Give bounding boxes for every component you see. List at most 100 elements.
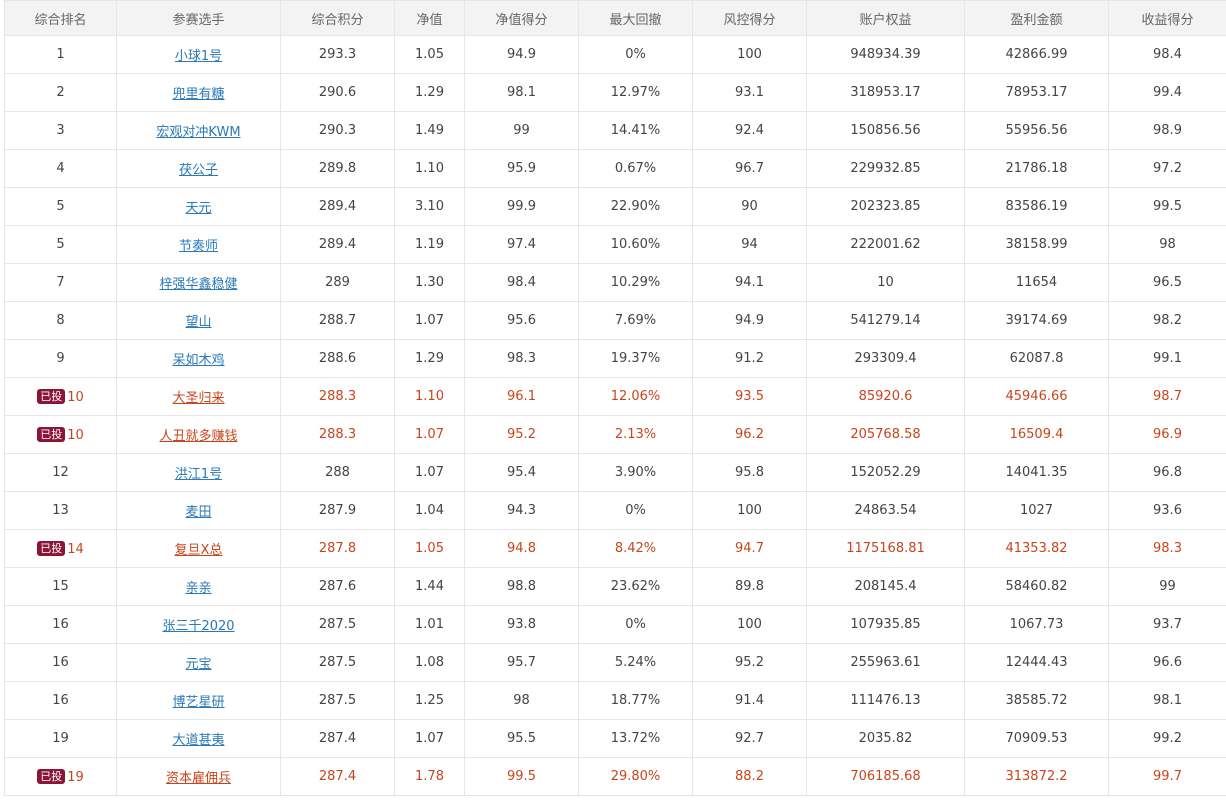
- drawdown-cell: 12.06%: [578, 377, 693, 416]
- nav-score-cell: 94.3: [464, 491, 579, 530]
- return-score-cell: 98.3: [1108, 529, 1226, 568]
- equity-cell: 208145.4: [806, 567, 965, 606]
- profit-cell: 58460.82: [964, 567, 1109, 606]
- header-return-score: 收益得分: [1108, 0, 1226, 36]
- table-row: 已投 10 人丑就多赚钱 288.3 1.07 95.2 2.13% 96.2 205768.5…: [4, 415, 1226, 454]
- equity-cell: 2035.82: [806, 719, 965, 758]
- player-link[interactable]: 大圣归来: [172, 391, 225, 406]
- total-score-cell: 288.3: [280, 377, 395, 416]
- drawdown-cell: 0%: [578, 491, 693, 530]
- player-link[interactable]: 资本雇佣兵: [165, 771, 231, 786]
- rank-value: 16: [52, 655, 69, 670]
- profit-cell: 1067.73: [964, 605, 1109, 644]
- table-row: 7 梓强华鑫稳健 289 1.30 98.4 10.29% 94.1 10 11654 96.5: [4, 263, 1226, 302]
- player-link[interactable]: 宏观对冲KWM: [156, 125, 241, 140]
- nav-score-cell: 95.7: [464, 643, 579, 682]
- header-nav-score: 净值得分: [464, 0, 579, 36]
- profit-cell: 55956.56: [964, 111, 1109, 150]
- table-row: 16 元宝 287.5 1.08 95.7 5.24% 95.2 255963.61 12444…: [4, 643, 1226, 682]
- nav-cell: 1.07: [394, 453, 465, 492]
- return-score-cell: 93.7: [1108, 605, 1226, 644]
- table-row: 8 望山 288.7 1.07 95.6 7.69% 94.9 541279.14 39174.…: [4, 301, 1226, 340]
- nav-cell: 1.30: [394, 263, 465, 302]
- table-row: 12 洪江1号 288 1.07 95.4 3.90% 95.8 152052.29 14041…: [4, 453, 1226, 492]
- player-cell: 宏观对冲KWM: [116, 111, 281, 150]
- total-score-cell: 290.3: [280, 111, 395, 150]
- player-cell: 元宝: [116, 643, 281, 682]
- equity-cell: 111476.13: [806, 681, 965, 720]
- rank-cell: 4: [4, 149, 117, 188]
- risk-score-cell: 88.2: [692, 757, 807, 796]
- return-score-cell: 98: [1108, 225, 1226, 264]
- player-cell: 博艺星研: [116, 681, 281, 720]
- rank-cell: 2: [4, 73, 117, 112]
- equity-cell: 541279.14: [806, 301, 965, 340]
- total-score-cell: 288.7: [280, 301, 395, 340]
- equity-cell: 1175168.81: [806, 529, 965, 568]
- player-cell: 节奏师: [116, 225, 281, 264]
- player-link[interactable]: 人丑就多赚钱: [159, 429, 238, 444]
- profit-cell: 313872.2: [964, 757, 1109, 796]
- rank-value: 12: [52, 465, 69, 480]
- player-cell: 洪江1号: [116, 453, 281, 492]
- return-score-cell: 97.2: [1108, 149, 1226, 188]
- rank-cell: 3: [4, 111, 117, 150]
- nav-score-cell: 99: [464, 111, 579, 150]
- equity-cell: 150856.56: [806, 111, 965, 150]
- rank-value: 1: [56, 47, 65, 62]
- player-link[interactable]: 望山: [185, 315, 212, 330]
- return-score-cell: 93.6: [1108, 491, 1226, 530]
- table-row: 已投 10 大圣归来 288.3 1.10 96.1 12.06% 93.5 85920.6 45…: [4, 377, 1226, 416]
- player-link[interactable]: 张三千2020: [162, 619, 235, 634]
- return-score-cell: 96.8: [1108, 453, 1226, 492]
- nav-score-cell: 95.9: [464, 149, 579, 188]
- profit-cell: 41353.82: [964, 529, 1109, 568]
- player-link[interactable]: 元宝: [185, 657, 212, 672]
- player-link[interactable]: 梓强华鑫稳健: [159, 277, 238, 292]
- header-risk-score: 风控得分: [692, 0, 807, 36]
- nav-score-cell: 95.4: [464, 453, 579, 492]
- player-link[interactable]: 洪江1号: [174, 467, 223, 482]
- player-link[interactable]: 大道甚夷: [172, 733, 225, 748]
- risk-score-cell: 95.8: [692, 453, 807, 492]
- return-score-cell: 98.2: [1108, 301, 1226, 340]
- table-row: 5 节奏师 289.4 1.19 97.4 10.60% 94 222001.62 38158.…: [4, 225, 1226, 264]
- return-score-cell: 96.9: [1108, 415, 1226, 454]
- profit-cell: 38158.99: [964, 225, 1109, 264]
- rank-cell: 已投 19: [4, 757, 117, 796]
- player-link[interactable]: 小球1号: [174, 49, 223, 64]
- profit-cell: 16509.4: [964, 415, 1109, 454]
- risk-score-cell: 93.5: [692, 377, 807, 416]
- profit-cell: 12444.43: [964, 643, 1109, 682]
- table-row: 已投 14 复旦X总 287.8 1.05 94.8 8.42% 94.7 1175168.81…: [4, 529, 1226, 568]
- risk-score-cell: 94.7: [692, 529, 807, 568]
- player-link[interactable]: 博艺星研: [172, 695, 225, 710]
- rank-cell: 16: [4, 681, 117, 720]
- return-score-cell: 96.5: [1108, 263, 1226, 302]
- table-row: 3 宏观对冲KWM 290.3 1.49 99 14.41% 92.4 150856.56 55…: [4, 111, 1226, 150]
- player-link[interactable]: 天元: [185, 201, 212, 216]
- rank-cell: 19: [4, 719, 117, 758]
- player-link[interactable]: 呆如木鸡: [172, 353, 225, 368]
- player-link[interactable]: 复旦X总: [174, 543, 223, 558]
- player-link[interactable]: 麦田: [185, 505, 212, 520]
- nav-cell: 1.44: [394, 567, 465, 606]
- nav-cell: 1.29: [394, 73, 465, 112]
- profit-cell: 62087.8: [964, 339, 1109, 378]
- nav-cell: 1.19: [394, 225, 465, 264]
- player-link[interactable]: 茯公子: [178, 163, 218, 178]
- drawdown-cell: 10.29%: [578, 263, 693, 302]
- player-link[interactable]: 节奏师: [178, 239, 218, 254]
- nav-cell: 1.25: [394, 681, 465, 720]
- return-score-cell: 99.7: [1108, 757, 1226, 796]
- player-link[interactable]: 亲亲: [185, 581, 212, 596]
- total-score-cell: 287.9: [280, 491, 395, 530]
- player-link[interactable]: 兜里有糖: [172, 87, 225, 102]
- nav-score-cell: 95.6: [464, 301, 579, 340]
- rank-cell: 已投 10: [4, 415, 117, 454]
- drawdown-cell: 22.90%: [578, 187, 693, 226]
- drawdown-cell: 0%: [578, 35, 693, 74]
- equity-cell: 222001.62: [806, 225, 965, 264]
- equity-cell: 229932.85: [806, 149, 965, 188]
- drawdown-cell: 0.67%: [578, 149, 693, 188]
